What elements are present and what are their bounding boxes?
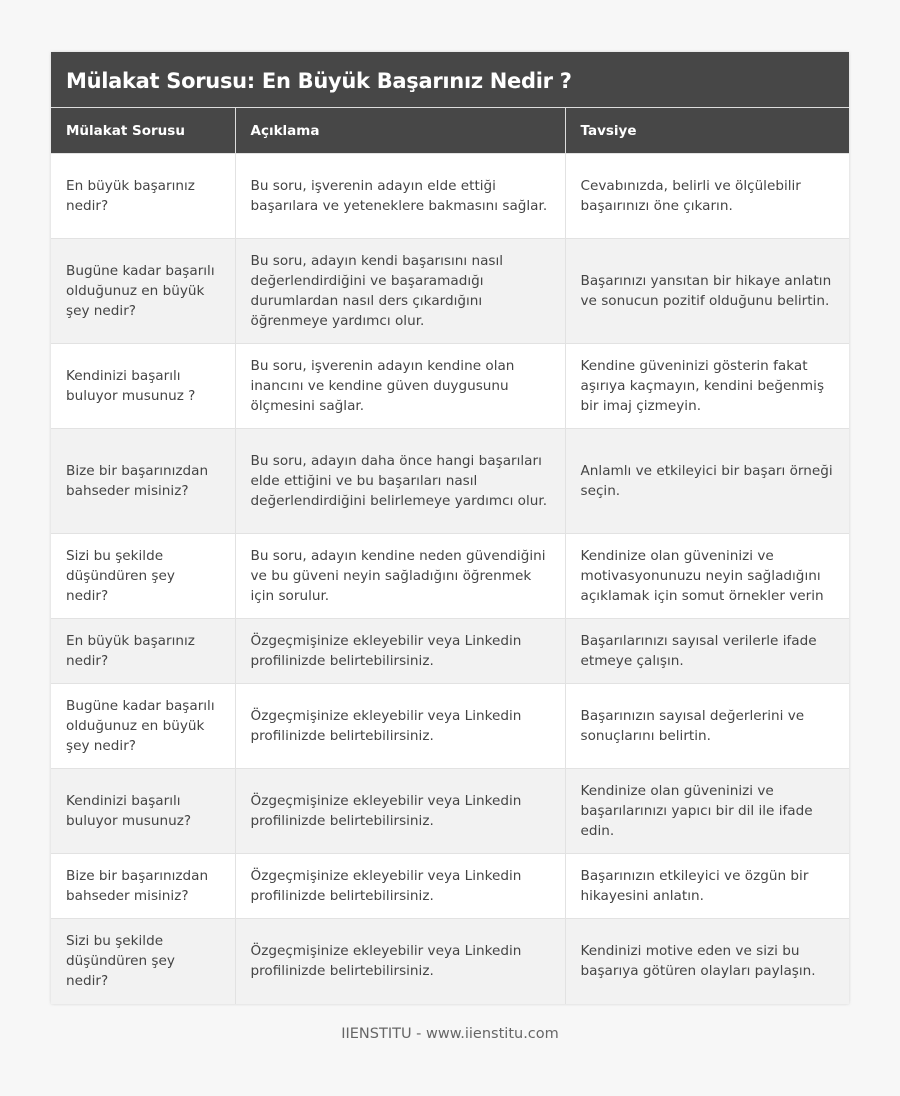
table-row: Bugüne kadar başarılı olduğunuz en büyük…: [51, 683, 849, 769]
cell-question: Kendinizi başarılı buluyor musunuz?: [51, 768, 236, 854]
cell-question: En büyük başarınız nedir?: [51, 618, 236, 684]
cell-question: En büyük başarınız nedir?: [51, 153, 236, 239]
cell-advice: Kendinize olan güveninizi ve başarıların…: [565, 768, 849, 854]
table-row: Bize bir başarınızdan bahseder misiniz? Ö…: [51, 853, 849, 919]
cell-explanation: Bu soru, adayın kendine neden güvendiğin…: [235, 533, 566, 619]
cell-advice: Başarınızın etkileyici ve özgün bir hika…: [565, 853, 849, 919]
interview-table: Mülakat Sorusu Açıklama Tavsiye En büyük…: [51, 108, 849, 1004]
cell-advice: Kendinize olan güveninizi ve motivasyonu…: [565, 533, 849, 619]
interview-table-card: Mülakat Sorusu: En Büyük Başarınız Nedir…: [51, 52, 849, 1004]
cell-question: Bugüne kadar başarılı olduğunuz en büyük…: [51, 238, 236, 344]
cell-question: Kendinizi başarılı buluyor musunuz ?: [51, 343, 236, 429]
column-header-question: Mülakat Sorusu: [51, 108, 236, 154]
cell-explanation: Özgeçmişinize ekleyebilir veya Linkedin …: [235, 618, 566, 684]
cell-explanation: Özgeçmişinize ekleyebilir veya Linkedin …: [235, 853, 566, 919]
cell-advice: Başarınızın sayısal değerlerini ve sonuç…: [565, 683, 849, 769]
footer-credit: IIENSTITU - www.iienstitu.com: [341, 1026, 559, 1042]
cell-advice: Kendinizi motive eden ve sizi bu başarıy…: [565, 918, 849, 1004]
cell-advice: Başarınızı yansıtan bir hikaye anlatın v…: [565, 238, 849, 344]
cell-question: Sizi bu şekilde düşündüren şey nedir?: [51, 918, 236, 1004]
cell-explanation: Özgeçmişinize ekleyebilir veya Linkedin …: [235, 918, 566, 1004]
table-row: Bugüne kadar başarılı olduğunuz en büyük…: [51, 238, 849, 344]
cell-question: Bize bir başarınızdan bahseder misiniz?: [51, 428, 236, 534]
cell-question: Sizi bu şekilde düşündüren şey nedir?: [51, 533, 236, 619]
table-row: En büyük başarınız nedir? Özgeçmişinize e…: [51, 618, 849, 684]
cell-explanation: Özgeçmişinize ekleyebilir veya Linkedin …: [235, 768, 566, 854]
cell-explanation: Özgeçmişinize ekleyebilir veya Linkedin …: [235, 683, 566, 769]
cell-question: Bize bir başarınızdan bahseder misiniz?: [51, 853, 236, 919]
cell-advice: Başarılarınızı sayısal verilerle ifade e…: [565, 618, 849, 684]
cell-explanation: Bu soru, işverenin adayın elde ettiği ba…: [235, 153, 566, 239]
table-row: Sizi bu şekilde düşündüren şey nedir? Özg…: [51, 918, 849, 1004]
cell-explanation: Bu soru, işverenin adayın kendine olan i…: [235, 343, 566, 429]
table-row: Kendinizi başarılı buluyor musunuz? Özgeç…: [51, 768, 849, 854]
cell-advice: Kendine güveninizi gösterin fakat aşırıy…: [565, 343, 849, 429]
table-row: Bize bir başarınızdan bahseder misiniz? B…: [51, 428, 849, 534]
cell-explanation: Bu soru, adayın kendi başarısını nasıl d…: [235, 238, 566, 344]
column-header-advice: Tavsiye: [565, 108, 849, 154]
table-row: En büyük başarınız nedir? Bu soru, işvere…: [51, 153, 849, 239]
cell-advice: Anlamlı ve etkileyici bir başarı örneği …: [565, 428, 849, 534]
cell-advice: Cevabınızda, belirli ve ölçülebilir başa…: [565, 153, 849, 239]
table-row: Kendinizi başarılı buluyor musunuz ? Bu s…: [51, 343, 849, 429]
column-header-explanation: Açıklama: [235, 108, 566, 154]
header-row: Mülakat Sorusu Açıklama Tavsiye: [51, 108, 849, 154]
cell-question: Bugüne kadar başarılı olduğunuz en büyük…: [51, 683, 236, 769]
table-title: Mülakat Sorusu: En Büyük Başarınız Nedir…: [51, 52, 849, 108]
table-row: Sizi bu şekilde düşündüren şey nedir? Bu …: [51, 533, 849, 619]
cell-explanation: Bu soru, adayın daha önce hangi başarıla…: [235, 428, 566, 534]
